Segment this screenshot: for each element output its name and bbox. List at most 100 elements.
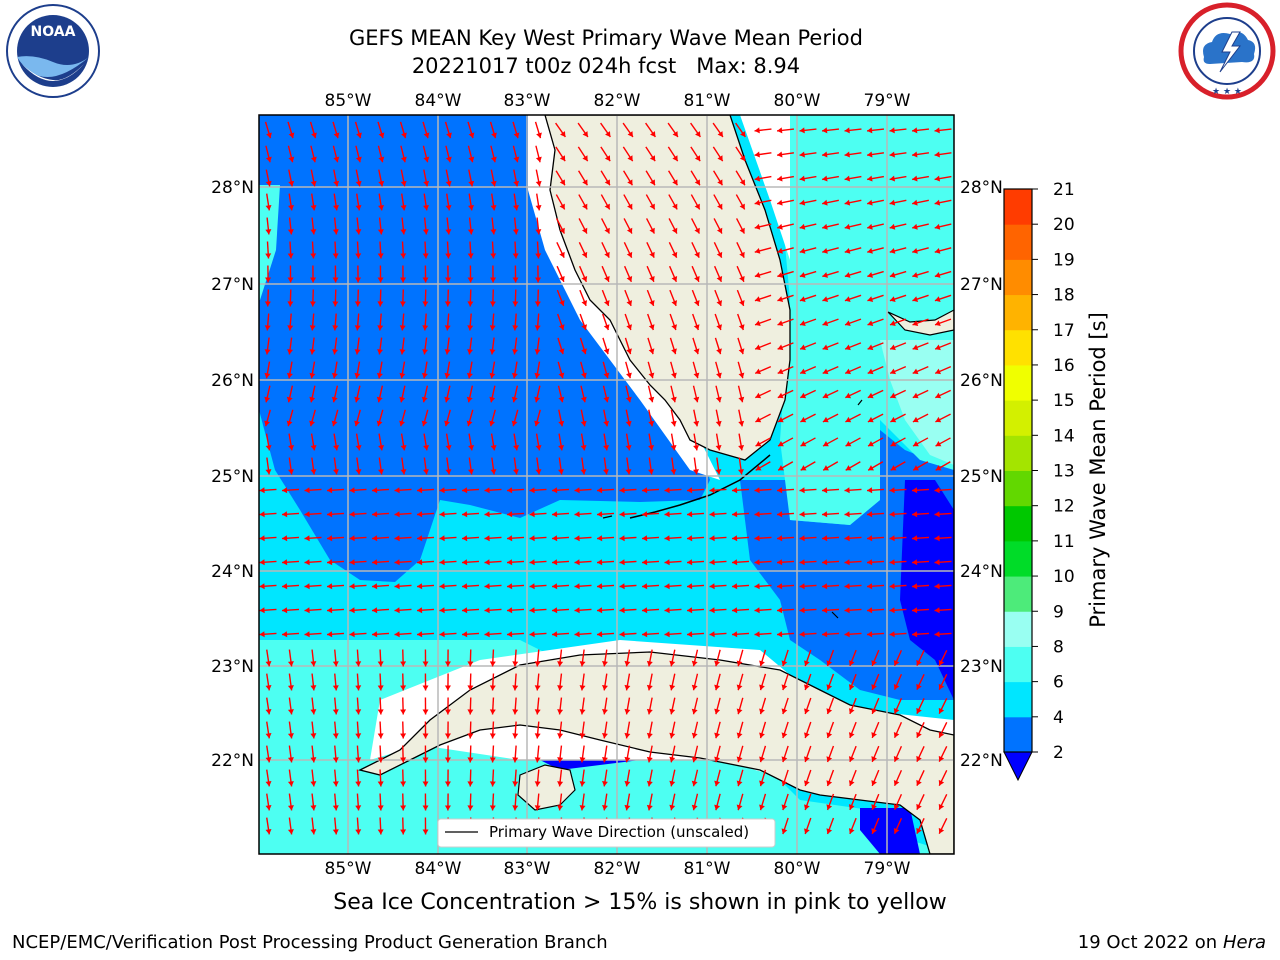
- wave-direction-arrowhead: [377, 709, 384, 715]
- wave-direction-arrowhead: [602, 709, 608, 715]
- wave-direction-arrowhead: [468, 156, 475, 163]
- wave-direction-arrowhead: [624, 708, 631, 715]
- wave-direction-arrowhead: [664, 487, 670, 494]
- wave-direction-arrowhead: [490, 205, 497, 211]
- wave-direction-arrowhead: [732, 631, 738, 638]
- wave-direction-arrowhead: [467, 277, 474, 283]
- wave-direction-arrowhead: [445, 444, 452, 451]
- wave-direction-arrowhead: [934, 583, 940, 590]
- wave-direction-arrowhead: [378, 180, 385, 187]
- wave-direction-arrowhead: [687, 607, 693, 614]
- wave-direction-arrowhead: [826, 660, 833, 666]
- wave-direction-arrowhead: [264, 349, 271, 355]
- colorbar-segment: [1004, 505, 1032, 542]
- wave-direction-arrowhead: [642, 487, 648, 494]
- lon-label-bottom: 84°W: [415, 859, 462, 879]
- wave-direction-arrowhead: [333, 180, 340, 187]
- colorbar-tick-label: 20: [1053, 215, 1075, 235]
- wave-direction-arrowhead: [732, 487, 738, 494]
- wave-direction-arrowhead: [332, 757, 339, 763]
- wave-direction-arrowhead: [603, 444, 610, 451]
- wave-direction-arrowhead: [669, 660, 676, 667]
- wave-direction-arrowhead: [627, 179, 633, 186]
- wave-direction-arrowhead: [694, 251, 700, 258]
- wave-direction-arrowhead: [355, 709, 362, 715]
- wave-direction-arrowhead: [777, 247, 783, 254]
- wave-direction-arrowhead: [349, 559, 355, 566]
- wave-direction-arrowhead: [626, 324, 632, 331]
- wave-direction-arrowhead: [916, 659, 922, 666]
- wave-direction-arrowhead: [804, 804, 810, 811]
- wave-direction-arrowhead: [693, 372, 700, 379]
- wave-direction-arrowhead: [331, 372, 338, 379]
- wave-direction-arrowhead: [646, 780, 653, 787]
- colorbar-label: Primary Wave Mean Period [s]: [1086, 312, 1110, 628]
- wave-direction-arrowhead: [687, 559, 693, 566]
- wave-direction-arrowhead: [579, 709, 586, 715]
- wave-direction-arrowhead: [400, 781, 407, 787]
- wave-direction-arrowhead: [355, 757, 362, 763]
- svg-text:★ ★ ★: ★ ★ ★: [1212, 87, 1242, 97]
- wave-direction-arrowhead: [581, 227, 588, 234]
- wave-direction-arrowhead: [512, 661, 519, 667]
- wave-direction-arrowhead: [602, 781, 608, 787]
- wave-direction-arrowhead: [597, 607, 603, 614]
- wave-direction-arrowhead: [934, 272, 941, 278]
- wave-direction-arrowhead: [759, 780, 765, 787]
- wave-direction-arrowhead: [912, 487, 918, 494]
- wave-direction-arrowhead: [671, 251, 678, 258]
- wave-direction-arrowhead: [867, 368, 874, 375]
- wave-direction-arrowhead: [282, 631, 288, 638]
- wave-direction-arrowhead: [867, 175, 873, 182]
- wave-direction-arrowhead: [579, 685, 586, 691]
- wave-direction-arrowhead: [287, 781, 294, 787]
- wave-direction-arrowhead: [889, 272, 896, 278]
- wave-direction-arrowhead: [558, 396, 565, 403]
- wave-direction-arrowhead: [377, 277, 384, 283]
- wave-direction-arrowhead: [804, 780, 810, 787]
- wave-direction-arrowhead: [445, 469, 452, 475]
- wave-direction-arrowhead: [286, 372, 293, 379]
- wave-direction-arrowhead: [916, 779, 922, 786]
- wave-direction-arrowhead: [691, 780, 698, 787]
- wave-direction-arrowhead: [938, 731, 945, 738]
- wave-direction-arrowhead: [287, 757, 294, 763]
- wave-direction-arrowhead: [844, 511, 850, 518]
- colorbar-segment: [1004, 189, 1032, 225]
- wave-direction-arrowhead: [642, 535, 648, 542]
- wave-direction-arrowhead: [822, 559, 828, 566]
- wave-direction-arrowhead: [377, 301, 384, 307]
- wave-direction-arrowhead: [822, 368, 829, 375]
- wave-direction-arrowhead: [822, 175, 828, 182]
- wave-direction-arrowhead: [399, 396, 406, 403]
- wave-direction-arrowhead: [604, 203, 610, 210]
- wave-direction-arrowhead: [871, 708, 877, 714]
- lat-label-left: 28°N: [211, 178, 254, 198]
- wave-direction-arrowhead: [754, 127, 760, 134]
- wave-direction-arrowhead: [604, 251, 610, 258]
- wave-direction-arrowhead: [354, 301, 361, 307]
- wave-direction-arrowhead: [417, 511, 423, 518]
- wave-direction-arrowhead: [534, 301, 541, 307]
- wave-direction-arrowhead: [332, 253, 339, 259]
- wave-direction-arrowhead: [444, 661, 451, 667]
- wave-direction-arrowhead: [512, 253, 519, 259]
- wave-direction-arrowhead: [867, 392, 874, 399]
- wave-direction-arrowhead: [265, 733, 272, 739]
- wave-direction-arrowhead: [534, 685, 541, 691]
- wave-direction-arrowhead: [310, 277, 317, 283]
- wave-direction-arrowhead: [912, 223, 918, 230]
- wave-direction-arrowhead: [581, 372, 587, 379]
- wave-direction-arrowhead: [534, 709, 541, 715]
- wave-direction-arrowhead: [332, 229, 339, 235]
- wave-direction-arrowhead: [310, 805, 317, 811]
- wave-direction-arrowhead: [574, 607, 580, 614]
- wave-direction-arrowhead: [935, 320, 941, 327]
- wave-direction-arrowhead: [890, 441, 897, 447]
- wave-direction-arrowhead: [355, 277, 362, 283]
- wave-direction-arrowhead: [736, 708, 743, 715]
- wave-direction-arrowhead: [349, 535, 355, 542]
- wave-direction-arrowhead: [512, 301, 519, 307]
- wave-direction-arrowhead: [400, 229, 407, 235]
- colorbar-segment: [1004, 576, 1032, 612]
